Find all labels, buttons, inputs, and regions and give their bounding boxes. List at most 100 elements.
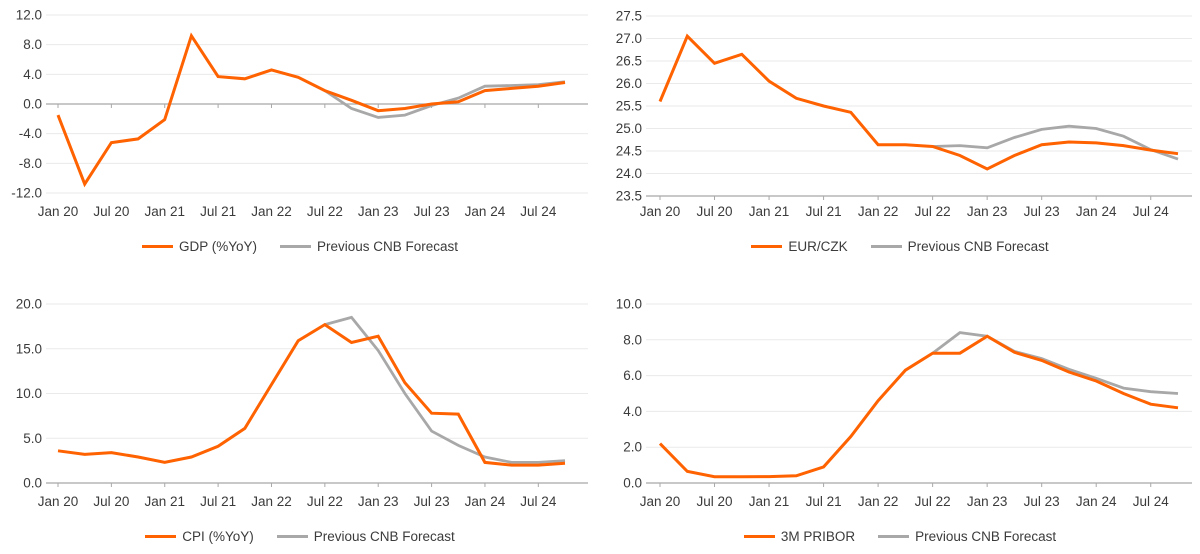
- y-tick-label: -12.0: [11, 186, 42, 201]
- forecast-legend-label: Previous CNB Forecast: [317, 239, 459, 254]
- y-tick-label: 0.0: [23, 97, 42, 112]
- forecast-line-swatch: [276, 535, 308, 538]
- x-tick-label: Jul 23: [1024, 204, 1060, 219]
- eurczk-series-legend-label: EUR/CZK: [788, 239, 848, 254]
- x-tick-label: Jul 23: [414, 204, 450, 219]
- pribor-plot: 10.0 8.0 6.0 4.0 2.0 0.0 Jan 20 Jul 20 Jan 21 Jul…: [616, 297, 1192, 509]
- x-tick-label: Jan 24: [465, 494, 506, 509]
- y-tick-label: 0.0: [23, 476, 42, 491]
- x-tick-label: Jan 22: [858, 494, 899, 509]
- legend-item-gdp-forecast: Previous CNB Forecast: [280, 239, 458, 254]
- x-tick-label: Jan 23: [358, 494, 399, 509]
- gdp-series-legend-label: GDP (%YoY): [178, 239, 257, 254]
- x-tick-label: Jul 24: [520, 204, 557, 219]
- x-tick-label: Jan 20: [640, 204, 681, 219]
- cpi-forecast-line: [324, 315, 566, 464]
- cpi-series-line: [57, 322, 566, 467]
- x-tick-label: Jan 21: [144, 204, 185, 219]
- forecast-line-swatch: [870, 245, 902, 248]
- x-tick-label: Jan 22: [251, 494, 292, 509]
- x-tick-label: Jan 21: [749, 494, 790, 509]
- eurczk-series-line: [658, 33, 1179, 171]
- eurczk-series-line-swatch: [751, 245, 783, 248]
- pribor-forecast-line: [931, 331, 1179, 395]
- y-tick-label: 25.0: [616, 121, 642, 136]
- eurczk-chart-panel: 27.5 27.0 26.5 26.0 25.5 25.0 24.5 24.0 23.5 Jan …: [600, 0, 1200, 277]
- x-tick-label: Jan 20: [38, 204, 79, 219]
- pribor-legend: 3M PRIBOR Previous CNB Forecast: [600, 529, 1200, 544]
- eurczk-forecast-line: [932, 124, 1179, 161]
- eurczk-legend: EUR/CZK Previous CNB Forecast: [600, 239, 1200, 254]
- legend-item-eurczk-forecast: Previous CNB Forecast: [870, 239, 1049, 254]
- x-tick-label: Jan 24: [1076, 204, 1117, 219]
- pribor-chart-panel: 10.0 8.0 6.0 4.0 2.0 0.0 Jan 20 Jul 20 Jan 21 Jul…: [600, 277, 1200, 554]
- gdp-series-line-swatch: [141, 245, 173, 248]
- forecast-line-swatch: [280, 245, 311, 248]
- y-tick-label: 25.5: [616, 99, 642, 114]
- y-tick-label: 0.0: [623, 476, 642, 491]
- y-tick-label: 6.0: [623, 368, 642, 383]
- y-tick-label: 26.5: [616, 54, 642, 69]
- y-tick-label: 27.0: [616, 31, 642, 46]
- y-tick-label: -4.0: [19, 126, 42, 141]
- x-tick-label: Jan 24: [465, 204, 506, 219]
- forecast-line-swatch: [878, 535, 910, 538]
- pribor-series-line-swatch: [743, 535, 775, 538]
- x-tick-label: Jul 21: [806, 494, 842, 509]
- y-tick-label: 24.0: [616, 166, 642, 181]
- x-tick-label: Jul 21: [200, 494, 236, 509]
- y-tick-label: 24.5: [616, 144, 642, 159]
- legend-item-pribor-forecast: Previous CNB Forecast: [878, 529, 1056, 544]
- gdp-legend: GDP (%YoY) Previous CNB Forecast: [0, 239, 600, 254]
- y-tick-label: 10.0: [16, 386, 42, 401]
- y-tick-label: 15.0: [16, 341, 42, 356]
- legend-item-cpi-series: CPI (%YoY): [145, 529, 254, 544]
- y-tick-label: 4.0: [623, 404, 642, 419]
- cpi-chart-panel: 20.0 15.0 10.0 5.0 0.0 Jan 20 Jul 20 Jan 21 Jul …: [0, 277, 600, 554]
- forecast-legend-label: Previous CNB Forecast: [907, 239, 1049, 254]
- x-tick-label: Jan 22: [858, 204, 899, 219]
- x-tick-label: Jan 21: [144, 494, 185, 509]
- gdp-plot: 12.0 8.0 4.0 0.0 -4.0 -8.0 -12.0 Jan 20 Jul 20 Ja…: [11, 8, 588, 219]
- y-tick-label: -8.0: [19, 156, 42, 171]
- eurczk-plot: 27.527.026.526.025.525.024.524.023.5Jan …: [616, 9, 1192, 219]
- pribor-series-legend-label: 3M PRIBOR: [780, 529, 856, 544]
- x-tick-label: Jul 23: [414, 494, 450, 509]
- x-tick-label: Jan 23: [358, 204, 399, 219]
- y-tick-label: 5.0: [23, 431, 42, 446]
- cpi-series-line-swatch: [145, 535, 177, 538]
- x-tick-label: Jan 20: [38, 494, 79, 509]
- y-tick-label: 12.0: [16, 8, 42, 23]
- x-tick-label: Jul 22: [307, 494, 343, 509]
- legend-item-pribor-series: 3M PRIBOR: [743, 529, 856, 544]
- legend-item-cpi-forecast: Previous CNB Forecast: [276, 529, 455, 544]
- x-tick-label: Jan 22: [251, 204, 292, 219]
- cpi-series-legend-label: CPI (%YoY): [182, 529, 254, 544]
- y-tick-label: 27.5: [616, 9, 642, 24]
- x-tick-label: Jan 24: [1076, 494, 1117, 509]
- legend-item-gdp-series: GDP (%YoY): [141, 239, 257, 254]
- x-tick-label: Jul 22: [915, 204, 951, 219]
- x-tick-label: Jul 20: [697, 494, 733, 509]
- x-tick-label: Jul 20: [93, 204, 129, 219]
- x-tick-label: Jan 23: [967, 494, 1008, 509]
- x-tick-label: Jul 20: [697, 204, 733, 219]
- x-tick-label: Jul 21: [806, 204, 842, 219]
- y-tick-label: 8.0: [23, 37, 42, 52]
- x-tick-label: Jan 21: [749, 204, 790, 219]
- x-tick-label: Jul 22: [307, 204, 343, 219]
- y-tick-label: 4.0: [23, 67, 42, 82]
- gdp-series-line: [56, 32, 566, 188]
- x-tick-label: Jul 20: [93, 494, 129, 509]
- x-tick-label: Jul 24: [520, 494, 557, 509]
- forecast-legend-label: Previous CNB Forecast: [915, 529, 1057, 544]
- x-tick-label: Jan 20: [640, 494, 681, 509]
- forecast-legend-label: Previous CNB Forecast: [313, 529, 455, 544]
- cpi-plot: 20.0 15.0 10.0 5.0 0.0 Jan 20 Jul 20 Jan 21 Jul …: [16, 297, 588, 509]
- x-tick-label: Jul 24: [1133, 204, 1170, 219]
- x-tick-label: Jul 24: [1133, 494, 1170, 509]
- y-tick-label: 23.5: [616, 189, 642, 204]
- y-tick-label: 8.0: [623, 332, 642, 347]
- gdp-chart-panel: 12.0 8.0 4.0 0.0 -4.0 -8.0 -12.0 Jan 20 Jul 20 Ja…: [0, 0, 600, 277]
